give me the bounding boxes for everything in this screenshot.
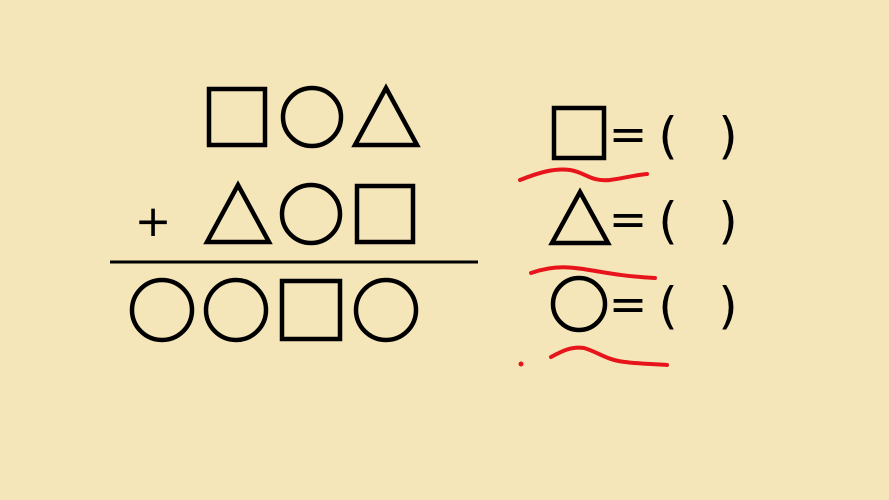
red-dot: [518, 361, 524, 367]
addend-top-shape-2: [280, 85, 344, 149]
answer-row-3: = ( ): [550, 275, 738, 335]
plus-sign: +: [135, 196, 172, 247]
red-annotations: [518, 167, 669, 367]
addend-bottom-shape-3: [354, 183, 416, 245]
sum-shape-3: [279, 278, 343, 342]
sum-shape-2: [203, 277, 269, 343]
answer-row-1: = ( ): [551, 105, 738, 165]
answer-1-paren-close: ): [718, 107, 738, 165]
answer-3-equals: =: [609, 277, 648, 331]
sum-shape-1: [129, 277, 195, 343]
square-shape: [206, 86, 268, 148]
circle-shape: [280, 85, 344, 149]
circle-shape: [550, 275, 608, 333]
addend-bottom-row: [203, 180, 416, 246]
triangle-shape: [203, 180, 273, 245]
red-underline-2: [529, 265, 657, 280]
answer-3-shape: [550, 275, 608, 333]
addend-bottom-shape-1: [203, 180, 273, 245]
triangle-shape: [548, 187, 612, 246]
square-shape: [354, 183, 416, 245]
answer-3-paren-close: ): [718, 277, 738, 335]
answer-1-equals: =: [609, 107, 648, 161]
red-underline-1: [518, 167, 649, 183]
sum-row: [129, 277, 419, 343]
answer-row-2: = ( ): [548, 187, 738, 250]
circle-shape: [353, 277, 419, 343]
addend-bottom-shape-2: [279, 182, 343, 246]
red-underline-3: [549, 345, 669, 367]
square-shape: [279, 278, 343, 342]
answer-2-paren-close: ): [718, 192, 738, 250]
answer-2-equals: =: [609, 192, 648, 246]
circle-shape: [203, 277, 269, 343]
answer-3-paren-open: (: [658, 277, 678, 335]
triangle-shape: [351, 83, 421, 148]
square-shape: [551, 105, 607, 161]
addend-top-row: [206, 83, 421, 149]
answer-3-blank[interactable]: [680, 280, 718, 332]
answer-2-paren-open: (: [658, 192, 678, 250]
answer-1-shape: [551, 105, 607, 161]
answer-1-blank[interactable]: [680, 110, 718, 162]
circle-shape: [129, 277, 195, 343]
answer-2-blank[interactable]: [680, 195, 718, 247]
answer-2-shape: [548, 187, 612, 246]
sum-shape-4: [353, 277, 419, 343]
addend-top-shape-3: [351, 83, 421, 148]
answer-1-paren-open: (: [658, 107, 678, 165]
circle-shape: [279, 182, 343, 246]
addend-top-shape-1: [206, 86, 268, 148]
